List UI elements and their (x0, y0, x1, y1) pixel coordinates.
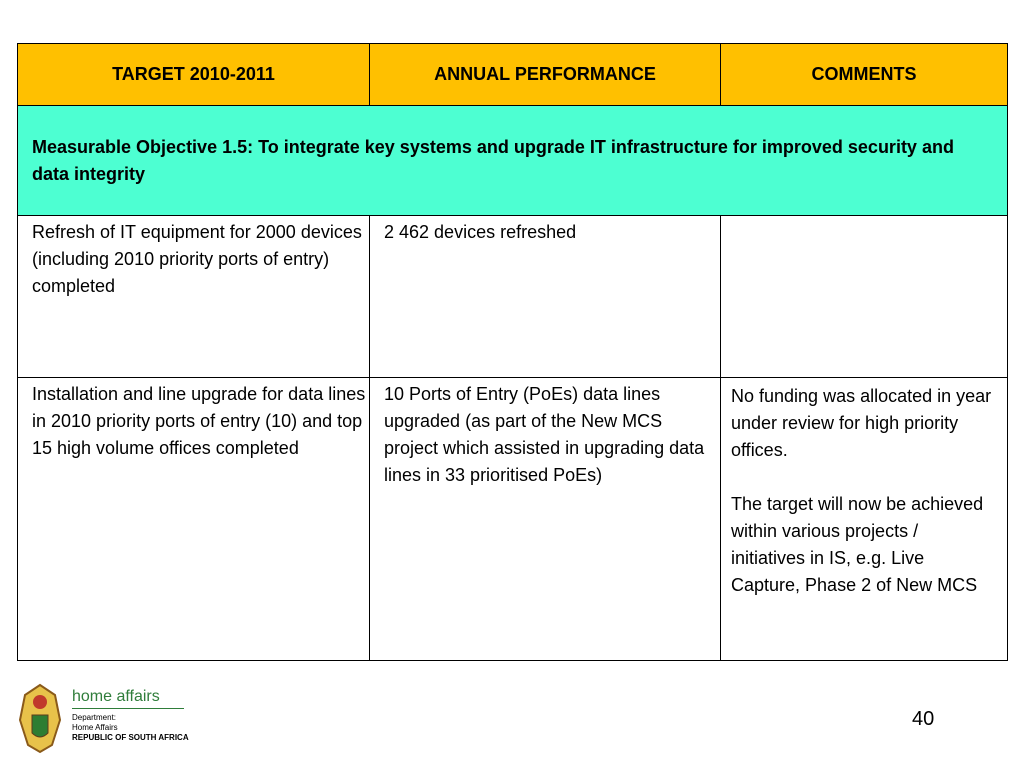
table-cell (720, 215, 1008, 378)
coat-of-arms (18, 683, 62, 754)
logo-line: REPUBLIC OF SOUTH AFRICA (72, 733, 189, 742)
logo-rule (72, 708, 184, 709)
table-cell: 10 Ports of Entry (PoEs) data lines upgr… (369, 377, 721, 661)
table-cell: 2 462 devices refreshed (369, 215, 721, 378)
logo-text: Department: Home Affairs REPUBLIC OF SOU… (72, 713, 189, 743)
page-number: 40 (912, 708, 935, 730)
logo-line: Home Affairs (72, 723, 118, 732)
header-cell: ANNUAL PERFORMANCE (369, 43, 721, 106)
comment: The target will now be achieved within v… (731, 494, 984, 595)
table-cell: Refresh of IT equipment for 2000 devices… (17, 215, 370, 378)
comment: No funding was allocated in year under r… (731, 386, 992, 460)
logo-line: Department: (72, 713, 117, 722)
table-cell: No funding was allocated in year under r… (720, 377, 1008, 661)
objective-cell: Measurable Objective 1.5: To integrate k… (17, 105, 1008, 216)
header-cell: COMMENTS (720, 43, 1008, 106)
logo-title: home affairs (72, 688, 160, 705)
table-cell: Installation and line upgrade for data l… (17, 377, 370, 661)
header-cell: TARGET 2010-2011 (17, 43, 370, 106)
